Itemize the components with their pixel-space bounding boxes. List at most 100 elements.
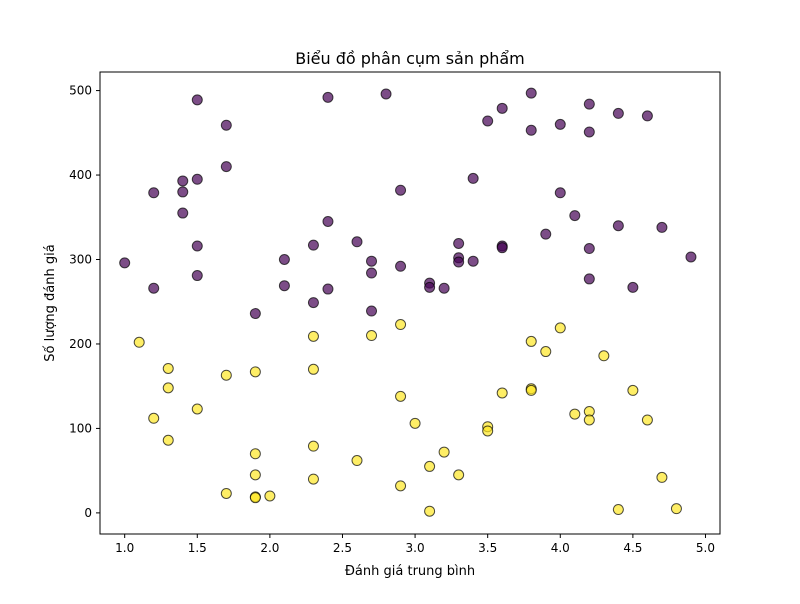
data-point-cluster-1-15 — [307, 363, 319, 375]
x-tick-label: 2.0 — [260, 541, 279, 555]
data-point-cluster-1-8 — [249, 366, 261, 378]
data-point-cluster-0-20 — [351, 236, 363, 248]
data-point-cluster-1-44 — [670, 503, 682, 515]
data-point-cluster-0-11 — [220, 161, 232, 173]
data-point-cluster-1-38 — [583, 414, 595, 426]
data-point-cluster-1-20 — [395, 319, 407, 331]
data-point-cluster-0-22 — [366, 267, 378, 279]
data-point-cluster-1-26 — [438, 446, 450, 458]
data-point-cluster-0-32 — [453, 256, 465, 268]
x-tick-label: 4.0 — [551, 541, 570, 555]
data-point-cluster-1-31 — [525, 335, 537, 347]
data-point-cluster-0-10 — [220, 119, 232, 131]
data-point-cluster-0-2 — [148, 187, 160, 199]
y-tick-label: 100 — [69, 421, 92, 435]
data-point-cluster-0-17 — [322, 91, 334, 103]
data-point-cluster-1-10 — [249, 469, 261, 481]
data-point-cluster-1-25 — [424, 505, 436, 517]
data-point-cluster-1-17 — [307, 473, 319, 485]
data-point-cluster-0-0 — [119, 257, 131, 269]
data-point-cluster-0-19 — [322, 283, 334, 295]
data-point-cluster-1-0 — [133, 336, 145, 348]
data-point-cluster-1-43 — [656, 471, 668, 483]
data-point-cluster-1-1 — [148, 412, 160, 424]
data-point-cluster-0-52 — [641, 110, 653, 122]
data-point-cluster-0-7 — [191, 173, 203, 185]
data-point-cluster-0-40 — [525, 124, 537, 136]
data-point-cluster-0-14 — [278, 280, 290, 292]
x-axis-label: Đánh giá trung bình — [345, 564, 475, 579]
data-point-cluster-0-41 — [540, 228, 552, 240]
data-point-cluster-1-40 — [612, 504, 624, 516]
data-point-cluster-1-9 — [249, 448, 261, 460]
x-tick-label: 5.0 — [696, 541, 715, 555]
data-point-cluster-1-18 — [351, 455, 363, 467]
data-point-cluster-0-24 — [380, 88, 392, 100]
data-point-cluster-0-15 — [307, 239, 319, 251]
data-point-cluster-1-13 — [264, 490, 276, 502]
data-point-cluster-0-53 — [656, 221, 668, 233]
y-tick-label: 500 — [69, 84, 92, 98]
data-point-cluster-0-35 — [482, 115, 494, 127]
data-point-cluster-1-14 — [307, 330, 319, 342]
data-point-cluster-0-25 — [395, 184, 407, 196]
y-tick-label: 400 — [69, 168, 92, 182]
data-point-cluster-0-8 — [191, 240, 203, 252]
data-point-cluster-0-13 — [278, 254, 290, 265]
data-point-cluster-1-24 — [424, 460, 436, 472]
data-point-cluster-1-33 — [525, 384, 537, 396]
data-point-cluster-0-21 — [366, 255, 378, 267]
data-point-cluster-1-2 — [162, 362, 174, 374]
data-point-cluster-0-47 — [583, 243, 595, 255]
data-point-cluster-1-5 — [191, 403, 203, 415]
data-point-cluster-1-3 — [162, 382, 174, 394]
data-point-cluster-0-38 — [496, 242, 508, 254]
data-point-cluster-0-51 — [627, 281, 639, 293]
data-point-cluster-1-4 — [162, 434, 174, 446]
data-point-cluster-1-22 — [395, 480, 407, 492]
data-point-cluster-1-12 — [249, 492, 261, 504]
data-point-cluster-0-39 — [525, 87, 537, 99]
data-point-cluster-0-50 — [612, 220, 624, 232]
data-point-cluster-0-29 — [438, 282, 450, 294]
data-point-cluster-1-16 — [307, 440, 319, 452]
data-point-cluster-0-9 — [191, 270, 203, 282]
data-point-cluster-0-44 — [569, 210, 581, 222]
x-tick-label: 4.5 — [623, 541, 642, 555]
y-tick-label: 300 — [69, 253, 92, 267]
data-point-cluster-1-27 — [453, 469, 465, 481]
data-point-cluster-1-39 — [598, 350, 610, 362]
data-point-cluster-0-16 — [307, 297, 319, 309]
data-point-cluster-0-34 — [467, 255, 479, 267]
data-point-cluster-0-23 — [366, 305, 378, 317]
data-point-cluster-1-19 — [366, 330, 378, 342]
data-point-cluster-1-23 — [409, 417, 421, 429]
data-point-cluster-0-5 — [177, 207, 189, 219]
data-point-cluster-0-45 — [583, 98, 595, 110]
x-tick-label: 1.5 — [188, 541, 207, 555]
data-point-cluster-0-49 — [612, 107, 624, 119]
data-point-cluster-0-12 — [249, 308, 261, 320]
data-point-cluster-1-41 — [627, 384, 639, 396]
y-axis: 0 100 200 300 400 500 — [69, 84, 100, 520]
data-point-cluster-0-46 — [583, 126, 595, 138]
data-point-cluster-1-36 — [569, 408, 581, 420]
x-tick-label: 3.0 — [406, 541, 425, 555]
data-point-cluster-1-7 — [220, 487, 232, 499]
data-point-cluster-0-42 — [554, 118, 566, 130]
x-tick-label: 1.0 — [115, 541, 134, 555]
data-point-cluster-1-6 — [220, 369, 232, 381]
data-point-cluster-0-43 — [554, 187, 566, 199]
data-point-cluster-0-48 — [583, 273, 595, 285]
y-tick-label: 0 — [84, 506, 92, 520]
data-point-cluster-0-26 — [395, 260, 407, 272]
data-point-cluster-0-1 — [148, 282, 160, 294]
data-point-cluster-0-30 — [453, 237, 465, 249]
data-point-cluster-0-54 — [685, 251, 697, 263]
data-point-cluster-1-35 — [554, 322, 566, 334]
data-point-cluster-0-6 — [191, 94, 203, 106]
plot-area — [119, 87, 697, 517]
